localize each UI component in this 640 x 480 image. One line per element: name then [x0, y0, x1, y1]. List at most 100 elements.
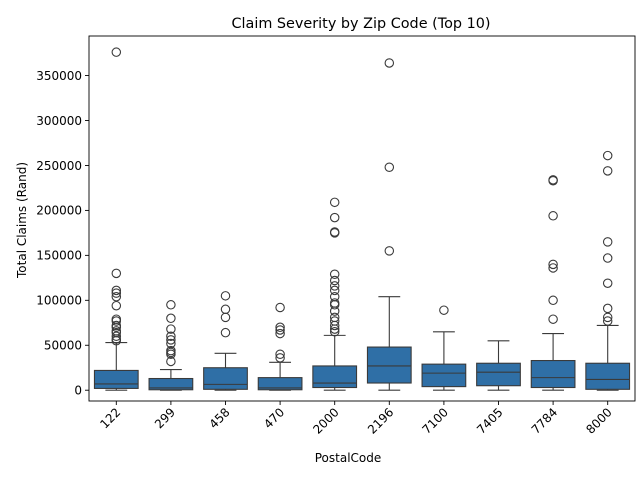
outlier-point: [384, 58, 395, 68]
x-axis-label: PostalCode: [315, 451, 382, 465]
y-tick-label: 250000: [36, 159, 82, 173]
outlier-point: [111, 331, 122, 342]
box-group-7784: [530, 175, 576, 391]
outlier-point: [329, 212, 340, 223]
outlier-point: [329, 306, 340, 316]
box: [530, 359, 576, 389]
x-tick-label: 7100: [420, 405, 451, 436]
outlier-point: [329, 269, 340, 279]
box-group-470: [257, 302, 303, 391]
x-tick-label: 8000: [583, 405, 614, 436]
outlier-point: [329, 324, 340, 334]
x-tick-label: 7784: [529, 405, 560, 436]
y-tick-label: 100000: [36, 294, 82, 308]
box: [312, 365, 358, 389]
outlier-point: [602, 253, 613, 263]
box: [257, 377, 303, 391]
outlier-point: [166, 349, 176, 360]
outlier-point: [275, 325, 285, 335]
box: [476, 362, 521, 387]
outlier-point: [602, 312, 613, 323]
outlier-point: [548, 263, 558, 273]
outlier-point: [548, 259, 558, 270]
outlier-point: [166, 300, 176, 310]
outlier-point: [111, 316, 122, 326]
outlier-point: [602, 316, 613, 326]
box: [585, 362, 631, 390]
outlier-point: [329, 320, 340, 331]
box-group-8000: [585, 150, 631, 391]
outlier-point: [220, 327, 231, 338]
x-axis: 122 299 458 470 2000 2196 7100 7405 7784 8000: [97, 401, 615, 437]
box-group-122: [93, 47, 139, 391]
box: [203, 367, 248, 390]
y-axis-label: Total Claims (Rand): [15, 162, 29, 279]
y-tick-label: 350000: [36, 69, 82, 83]
outlier-point: [548, 295, 558, 306]
outlier-point: [602, 303, 613, 314]
box: [366, 346, 412, 384]
outlier-point: [166, 313, 176, 324]
box: [148, 377, 194, 391]
box-group-7100: [421, 305, 467, 391]
y-tick-label: 50000: [44, 339, 82, 353]
box-group-2000: [312, 197, 358, 391]
outlier-point: [602, 278, 613, 288]
outlier-point: [384, 246, 395, 256]
box: [421, 363, 467, 388]
outlier-point: [602, 150, 613, 161]
outlier-point: [275, 322, 285, 333]
outlier-point: [329, 300, 340, 310]
outlier-point: [220, 304, 231, 315]
outlier-point: [329, 327, 340, 337]
outlier-point: [111, 300, 122, 311]
box-group-299: [148, 300, 194, 391]
x-tick-label: 7405: [474, 405, 505, 436]
outlier-point: [439, 305, 449, 315]
outlier-point: [548, 314, 558, 324]
x-tick-label: 299: [152, 405, 178, 431]
outlier-point: [111, 288, 122, 298]
box: [93, 369, 139, 389]
chart-title: Claim Severity by Zip Code (Top 10): [231, 16, 490, 32]
x-tick-label: 458: [207, 405, 233, 431]
outlier-point: [548, 211, 558, 221]
plot-frame: [88, 35, 636, 402]
outlier-point: [111, 322, 122, 333]
outlier-point: [275, 353, 285, 363]
outlier-point: [329, 228, 340, 238]
outlier-point: [275, 302, 285, 313]
x-tick-label: 2000: [310, 405, 341, 436]
x-tick-label: 470: [261, 405, 287, 431]
outlier-point: [275, 328, 285, 339]
outlier-point: [275, 349, 285, 360]
outlier-point: [111, 268, 122, 279]
outlier-point: [220, 312, 231, 323]
x-tick-label: 122: [97, 405, 123, 431]
y-tick-label: 150000: [36, 249, 82, 263]
y-tick-label: 300000: [36, 114, 82, 128]
outlier-point: [384, 162, 395, 173]
outlier-point: [548, 175, 558, 186]
plot-area: [88, 35, 636, 402]
outlier-point: [166, 338, 176, 349]
outlier-point: [329, 275, 340, 286]
outlier-point: [602, 166, 613, 176]
outlier-point: [329, 281, 340, 291]
outlier-point: [166, 335, 176, 345]
outlier-point: [329, 285, 340, 296]
box-group-7405: [476, 340, 521, 391]
outlier-point: [111, 336, 122, 346]
y-tick-label: 200000: [36, 204, 82, 218]
y-tick-label: 0: [74, 384, 82, 398]
y-axis: 0 50000 100000 150000 200000 250000 300000 3500…: [36, 69, 89, 398]
outlier-point: [329, 197, 340, 208]
outlier-point: [111, 285, 122, 296]
x-tick-label: 2196: [365, 405, 396, 436]
outlier-point: [166, 331, 176, 342]
outlier-point: [166, 356, 176, 367]
outlier-point: [602, 237, 613, 247]
box-group-2196: [366, 58, 412, 391]
outlier-point: [220, 291, 231, 301]
